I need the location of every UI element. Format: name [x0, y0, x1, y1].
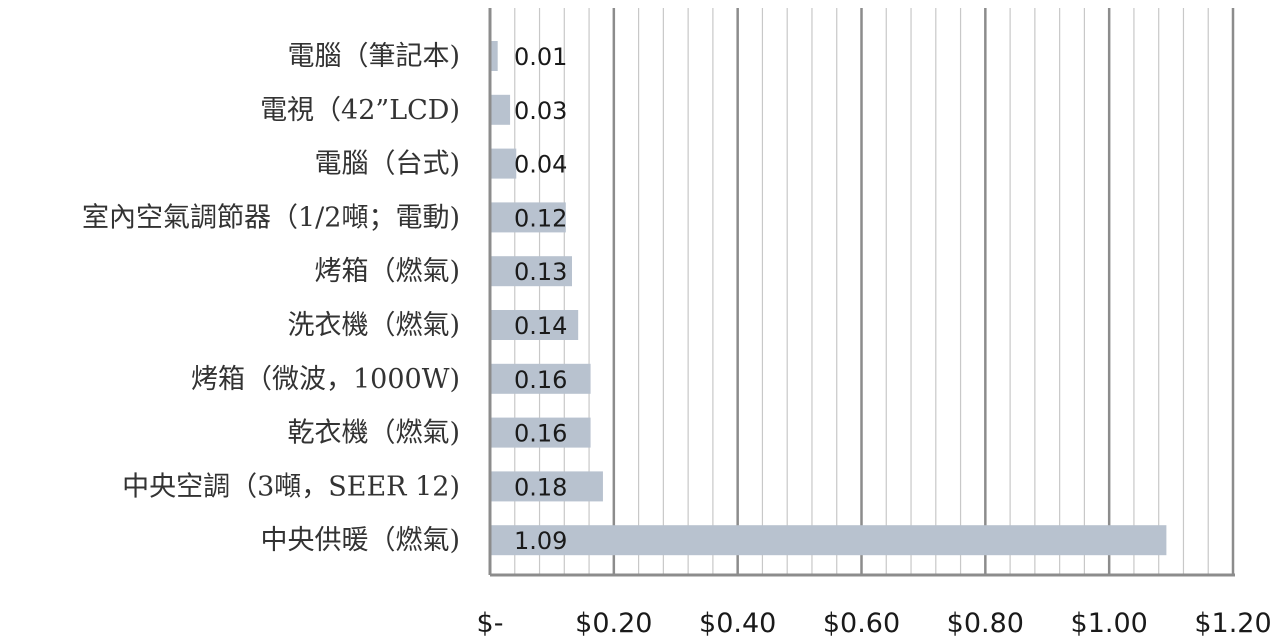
- category-label: 電腦（筆記本): [287, 41, 460, 72]
- bar: [491, 310, 579, 340]
- bar: [491, 417, 591, 448]
- value-labels: 0.01 0.03 0.04 0.12 0.13 0.14 0.16 0.16 0.18 1.09: [514, 43, 567, 555]
- data-label: 0.04: [514, 151, 567, 179]
- x-tick-label: $0.20: [575, 608, 652, 636]
- data-label: 0.01: [514, 43, 567, 71]
- data-label: 0.16: [514, 366, 567, 394]
- data-label: 1.09: [514, 527, 567, 555]
- category-label: 烤箱（微波，1000W): [191, 364, 460, 395]
- category-label: 中央供暖（燃氣): [260, 525, 460, 556]
- data-label: 0.03: [514, 97, 567, 125]
- x-tick-labels: $- $0.20 $0.40 $0.60 $0.80 $1.00 $1.20: [477, 608, 1272, 636]
- bar: [491, 525, 1167, 556]
- bar: [491, 363, 591, 394]
- bar: [491, 41, 498, 71]
- bars-group: [491, 41, 1167, 556]
- bar: [491, 202, 566, 233]
- data-label: 0.16: [514, 420, 567, 448]
- data-label: 0.13: [514, 258, 567, 286]
- x-tick-label: $-: [477, 608, 504, 636]
- axes-group: [488, 8, 1235, 577]
- category-label: 中央空調（3噸，SEER 12): [122, 471, 460, 502]
- x-tick-label: $1.20: [1194, 608, 1271, 636]
- category-label: 烤箱（燃氣): [314, 256, 460, 287]
- data-label: 0.14: [514, 312, 567, 340]
- bar: [491, 94, 511, 125]
- category-label: 電視（42”LCD): [260, 95, 460, 126]
- category-label: 洗衣機（燃氣): [287, 310, 460, 341]
- data-label: 0.12: [514, 204, 567, 232]
- x-tick-label: $1.00: [1071, 608, 1148, 636]
- category-label: 室內空氣調節器（1/2噸；電動): [82, 202, 460, 233]
- x-tick-label: $0.80: [947, 608, 1024, 636]
- x-tick-label: $0.60: [823, 608, 900, 636]
- bar: [491, 256, 572, 287]
- x-tick-label: $0.40: [699, 608, 776, 636]
- category-label: 乾衣機（燃氣): [287, 418, 460, 449]
- category-labels: 電腦（筆記本) 電視（42”LCD) 電腦（台式) 室內空氣調節器（1/2噸；電動) 烤…: [82, 41, 460, 556]
- data-label: 0.18: [514, 473, 567, 501]
- bar: [491, 471, 603, 502]
- bar: [491, 148, 517, 179]
- grid-lines: [514, 8, 1235, 575]
- category-label: 電腦（台式): [314, 149, 460, 180]
